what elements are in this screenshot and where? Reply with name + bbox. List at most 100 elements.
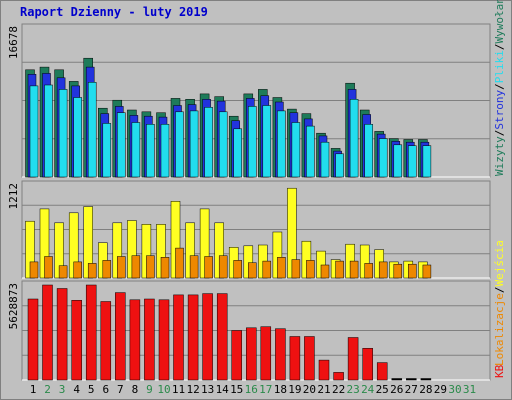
- bar-strony-day-1: [29, 85, 39, 178]
- bar-kb-day-7: [115, 292, 126, 381]
- bar-strony-day-21: [320, 141, 330, 178]
- bar-strony-day-20: [306, 125, 315, 178]
- legend-item-strony: Strony: [493, 90, 506, 130]
- bar-lokalizacje-day-23: [349, 260, 359, 279]
- bar-lokalizacje-day-5: [87, 263, 97, 279]
- bar-kb-day-12: [187, 294, 199, 381]
- chart-title: Raport Dzienny - luty 2019: [20, 5, 208, 19]
- day-label-30: 30: [448, 383, 461, 396]
- bar-strony-day-24: [364, 124, 373, 178]
- bar-strony-day-3: [58, 89, 68, 178]
- bar-kb-day-21: [318, 359, 330, 381]
- legend-item-pliki: Pliki: [493, 50, 506, 83]
- bar-kb-day-11: [173, 294, 184, 381]
- day-label-15: 15: [230, 383, 243, 396]
- legend-item-wizyty: Wizyty: [493, 136, 506, 176]
- day-label-10: 10: [157, 383, 170, 396]
- panel-bottom: 5628873: [7, 280, 491, 381]
- bar-lokalizacje-day-22: [335, 260, 344, 279]
- bar-kb-day-4: [71, 300, 82, 381]
- bar-kb-day-26: [391, 378, 403, 381]
- bar-kb-day-10: [158, 299, 170, 381]
- bar-kb-day-18: [275, 328, 286, 381]
- bar-strony-day-17: [262, 105, 272, 178]
- bar-kb-day-25: [376, 362, 388, 381]
- bar-lokalizacje-day-12: [189, 255, 199, 279]
- panel-top: 16678: [7, 23, 491, 178]
- bar-strony-day-26: [393, 144, 403, 178]
- bar-kb-day-3: [56, 288, 68, 381]
- bar-lokalizacje-day-26: [393, 263, 403, 279]
- bar-kb-day-8: [129, 299, 141, 381]
- bar-strony-day-10: [160, 124, 170, 178]
- bar-lokalizacje-day-18: [277, 257, 286, 279]
- bar-kb-day-24: [362, 348, 373, 381]
- legend-item-lokalizacje: Lokalizacje: [493, 293, 506, 366]
- day-label-26: 26: [390, 383, 403, 396]
- bar-kb-day-15: [231, 330, 242, 381]
- bar-strony-day-15: [233, 128, 242, 178]
- bar-kb-day-6: [100, 301, 112, 381]
- bar-kb-day-13: [202, 293, 213, 381]
- day-label-29: 29: [434, 383, 447, 396]
- bar-kb-day-14: [216, 293, 228, 381]
- legend-separator: /: [493, 287, 506, 294]
- legend-item-wejścia: Wejścia: [493, 240, 506, 286]
- bar-strony-day-8: [131, 122, 141, 178]
- day-label-9: 9: [146, 383, 153, 396]
- legend-separator: /: [493, 83, 506, 90]
- bar-lokalizacje-day-27: [408, 263, 417, 279]
- day-label-22: 22: [332, 383, 345, 396]
- day-label-28: 28: [419, 383, 432, 396]
- bar-lokalizacje-day-9: [146, 255, 155, 279]
- legend-middle: Lokalizacje/Wejścia: [493, 240, 506, 366]
- bar-lokalizacje-day-13: [204, 256, 213, 279]
- bar-strony-day-12: [189, 110, 199, 178]
- bar-strony-day-7: [117, 112, 126, 178]
- bar-strony-day-4: [73, 97, 82, 178]
- day-label-17: 17: [259, 383, 272, 396]
- day-label-1: 1: [30, 383, 37, 396]
- bar-lokalizacje-day-15: [233, 260, 242, 279]
- bar-lokalizacje-day-10: [160, 257, 170, 279]
- bar-lokalizacje-day-2: [44, 256, 53, 279]
- day-label-5: 5: [88, 383, 95, 396]
- day-label-7: 7: [117, 383, 124, 396]
- day-label-24: 24: [361, 383, 375, 396]
- bar-lokalizacje-day-14: [218, 255, 228, 279]
- bar-lokalizacje-day-25: [378, 261, 388, 279]
- day-label-25: 25: [376, 383, 389, 396]
- bar-lokalizacje-day-7: [117, 256, 126, 279]
- day-label-8: 8: [132, 383, 139, 396]
- bar-strony-day-23: [349, 99, 359, 178]
- bar-kb-day-17: [260, 326, 272, 381]
- day-label-23: 23: [346, 383, 359, 396]
- day-label-11: 11: [172, 383, 185, 396]
- day-label-2: 2: [44, 383, 51, 396]
- bar-strony-day-16: [248, 106, 257, 178]
- bar-strony-day-5: [87, 82, 97, 178]
- bar-kb-day-1: [27, 298, 39, 381]
- day-label-12: 12: [186, 383, 199, 396]
- bar-lokalizacje-day-24: [364, 263, 373, 279]
- day-label-16: 16: [245, 383, 258, 396]
- bar-strony-day-9: [146, 124, 155, 178]
- legend-bottom: KB: [493, 364, 506, 378]
- panel-middle-ymax-label: 1212: [7, 183, 20, 210]
- bar-strony-day-27: [408, 145, 417, 178]
- bar-lokalizacje-day-11: [175, 247, 184, 279]
- bar-lokalizacje-day-21: [320, 264, 330, 279]
- legend-separator: /: [493, 130, 506, 137]
- bar-strony-day-19: [291, 122, 301, 178]
- day-label-14: 14: [216, 383, 230, 396]
- panel-middle: 1212: [7, 180, 491, 279]
- bar-lokalizacje-day-19: [291, 259, 301, 279]
- bar-strony-day-14: [218, 111, 228, 178]
- bar-strony-day-13: [204, 107, 213, 178]
- bar-strony-day-11: [175, 111, 184, 178]
- bar-kb-day-19: [289, 336, 301, 381]
- bar-lokalizacje-day-1: [29, 261, 39, 279]
- bar-lokalizacje-day-28: [422, 264, 432, 279]
- bar-strony-day-2: [44, 84, 53, 178]
